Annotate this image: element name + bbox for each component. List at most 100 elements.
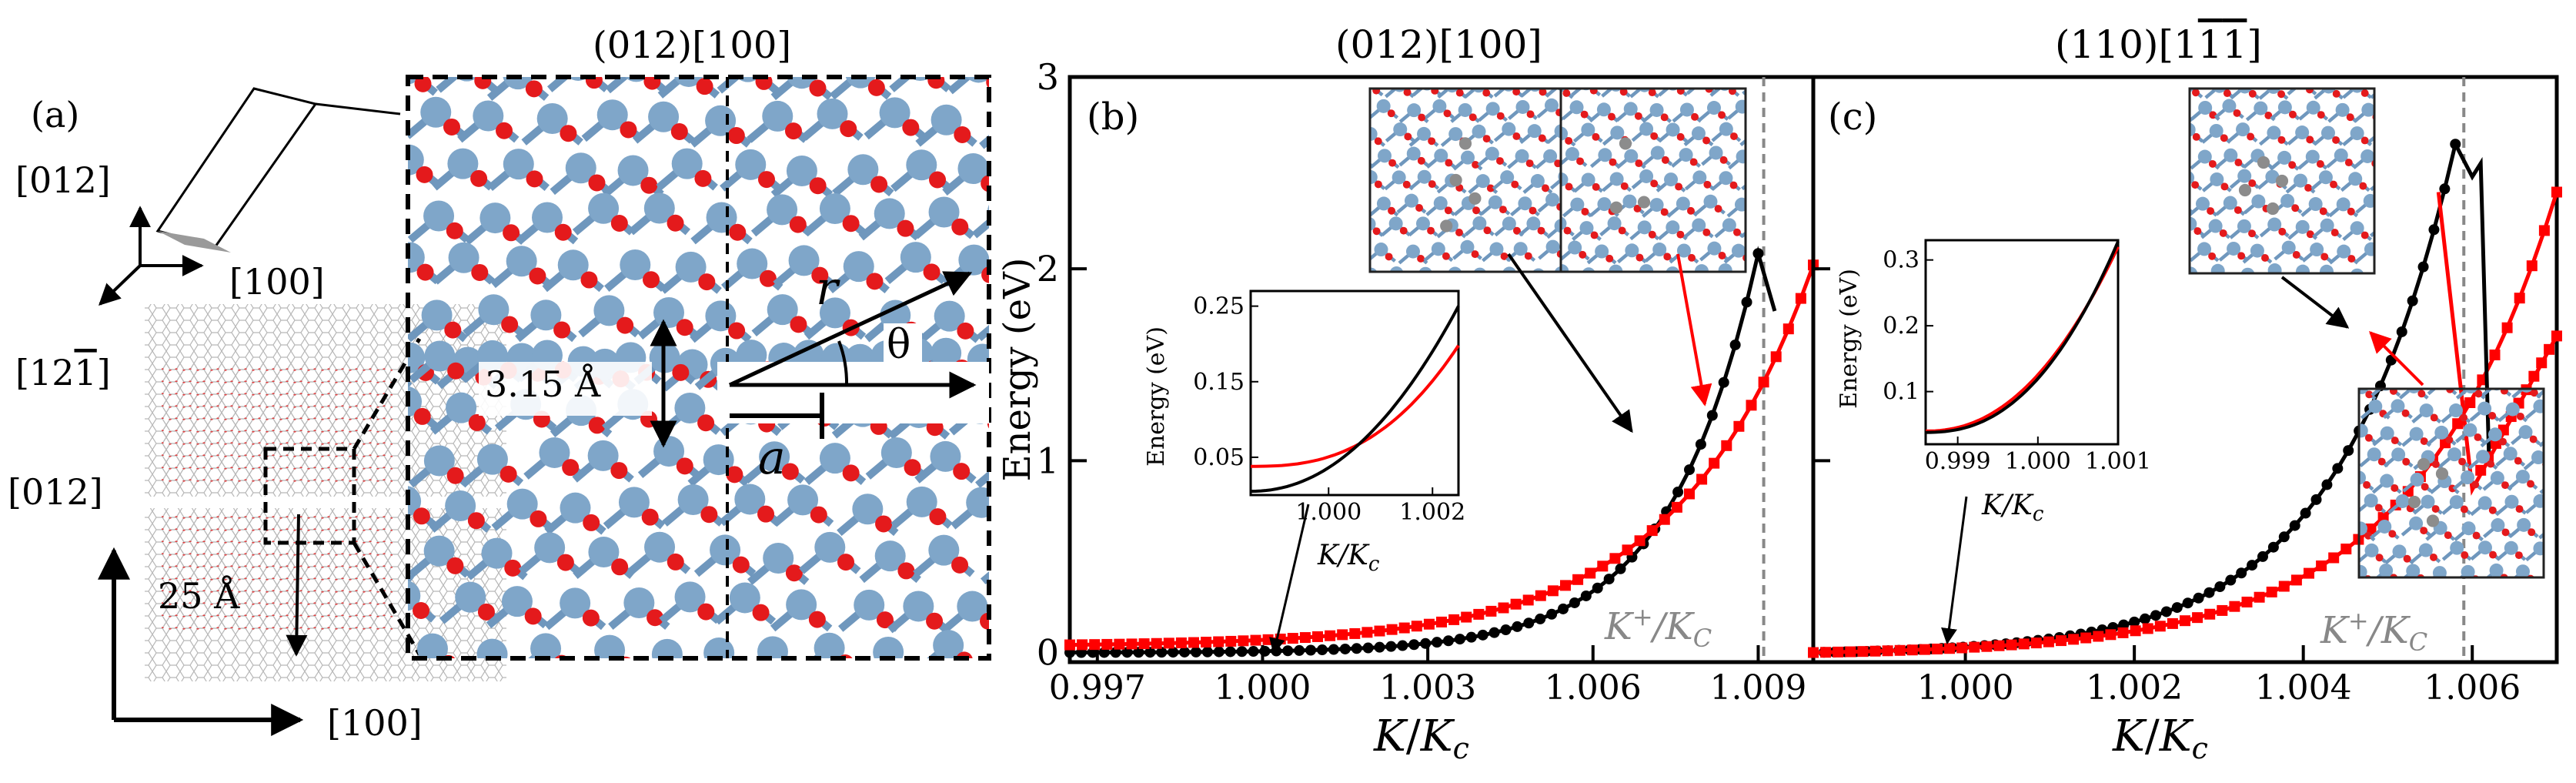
si-atom <box>1388 216 1403 231</box>
series-red-point <box>1250 634 1261 646</box>
series-red-point <box>1362 627 1373 638</box>
bond <box>2331 409 2345 420</box>
si-atom <box>705 105 737 136</box>
bond <box>1573 62 1587 74</box>
si-atom <box>1488 195 1502 209</box>
o-atom <box>2318 66 2326 74</box>
o-atom <box>2208 159 2217 168</box>
si-atom <box>2153 217 2167 231</box>
o-atom <box>694 169 712 187</box>
o-atom <box>875 515 893 533</box>
bond <box>1697 299 1711 310</box>
series-black-point <box>1477 629 1488 641</box>
o-atom <box>1431 89 1439 95</box>
bond <box>2160 224 2174 236</box>
o-atom <box>2514 457 2522 465</box>
si-atom <box>1348 242 1362 256</box>
o-atom <box>1703 180 1712 189</box>
o-atom <box>2192 132 2200 141</box>
bond <box>1010 122 1038 146</box>
o-atom <box>1702 228 1711 236</box>
o-atom <box>2500 389 2508 395</box>
si-atom <box>1348 99 1362 112</box>
series-black-point <box>1729 339 1741 350</box>
si-atom <box>1652 243 1667 257</box>
o-atom <box>1524 252 1532 260</box>
o-atom <box>580 271 598 289</box>
series-red-point <box>1845 646 1856 658</box>
o-atom <box>2529 435 2538 443</box>
o-atom <box>698 273 716 291</box>
o-atom <box>2248 89 2257 98</box>
bond <box>602 694 630 718</box>
o-atom <box>1607 300 1615 308</box>
o-atom <box>2530 389 2538 397</box>
series-red-point <box>2501 322 2513 333</box>
o-atom <box>2332 89 2340 98</box>
si-atom <box>1637 220 1652 235</box>
o-atom <box>757 701 773 718</box>
bond <box>322 21 351 45</box>
si-atom <box>1568 240 1582 255</box>
x-tick-label: 0.997 <box>1049 668 1146 708</box>
series-black-point <box>1454 634 1465 645</box>
series-red-point <box>1349 627 1361 639</box>
si-atom <box>536 4 566 35</box>
o-atom <box>1729 132 1738 140</box>
o-atom <box>1539 89 1547 96</box>
series-black-point <box>2343 445 2354 457</box>
si-atom <box>2359 423 2368 438</box>
o-atom <box>2375 253 2383 260</box>
si-atom <box>1489 242 1504 256</box>
si-atom <box>644 531 676 563</box>
gray-atom <box>2417 457 2431 471</box>
o-atom <box>1011 218 1027 235</box>
o-atom <box>2404 598 2411 606</box>
o-atom <box>1774 205 1782 212</box>
o-atom <box>416 166 433 183</box>
o-atom <box>446 467 464 484</box>
bond <box>1441 274 1455 286</box>
o-atom <box>1634 112 1642 120</box>
o-atom <box>1455 89 1464 97</box>
si-atom <box>674 581 706 613</box>
si-atom <box>1569 287 1583 301</box>
o-atom <box>1745 65 1752 72</box>
bond <box>2247 275 2261 286</box>
si-atom <box>1653 291 1667 305</box>
series-red-point <box>2316 560 2327 571</box>
series-red-point <box>1696 473 1708 485</box>
bond <box>1769 248 1782 259</box>
bond <box>2315 574 2329 585</box>
bond <box>1327 176 1341 188</box>
o-atom <box>1468 298 1476 306</box>
series-red-point <box>1213 636 1225 647</box>
bond <box>1603 297 1617 309</box>
si-atom <box>2559 400 2573 414</box>
si-atom <box>1052 105 1083 136</box>
si-atom <box>1406 146 1421 161</box>
series-black-point <box>2396 326 2407 337</box>
bond <box>1038 502 1067 526</box>
o-atom <box>1580 110 1589 119</box>
o-atom <box>2288 161 2297 169</box>
o-atom <box>1482 135 1491 143</box>
series-red-point <box>1572 574 1584 585</box>
si-atom <box>930 440 961 472</box>
o-atom <box>2292 250 2300 259</box>
bond <box>1546 59 1560 70</box>
o-atom <box>729 223 747 241</box>
o-atom <box>755 77 773 90</box>
bond <box>1341 223 1355 235</box>
x-tick-label: 1.003 <box>1379 668 1476 708</box>
o-atom <box>1512 132 1521 140</box>
o-atom <box>1772 251 1780 259</box>
o-atom <box>757 505 775 523</box>
si-atom <box>675 251 707 283</box>
series-red-point <box>1498 602 1509 614</box>
si-atom <box>674 77 703 87</box>
o-atom <box>1581 207 1589 216</box>
bond <box>2331 430 2345 442</box>
si-atom <box>341 49 372 80</box>
